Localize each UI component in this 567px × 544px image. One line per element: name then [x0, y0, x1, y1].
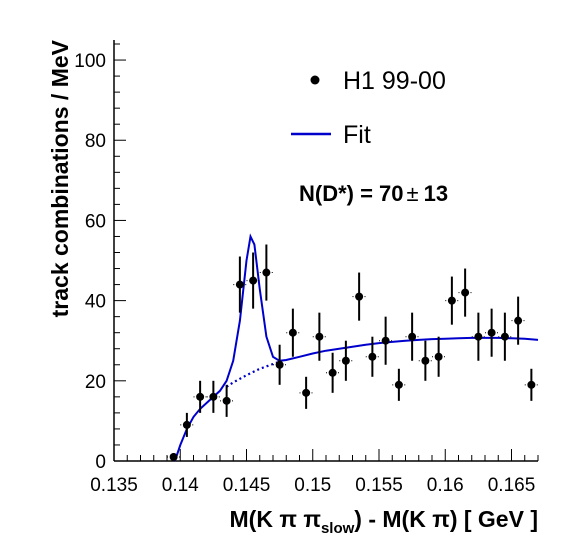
legend-marker-data	[310, 75, 320, 85]
y-tick-label: 80	[85, 131, 106, 152]
data-marker	[328, 368, 337, 377]
data-marker	[209, 392, 218, 401]
data-point	[498, 312, 512, 361]
data-marker	[434, 352, 443, 361]
data-point	[352, 272, 366, 321]
data-marker	[355, 292, 364, 301]
y-tick-label: 0	[95, 452, 106, 473]
fit-curves	[173, 233, 539, 462]
data-point	[180, 412, 194, 437]
data-point	[167, 452, 181, 461]
data-marker	[302, 388, 311, 397]
data-marker	[288, 328, 297, 337]
y-axis-title: track combinations / MeV	[47, 39, 73, 317]
data-point	[432, 336, 446, 377]
data-marker	[249, 276, 258, 285]
data-marker	[368, 352, 377, 361]
data-point	[405, 312, 419, 361]
data-marker	[408, 332, 417, 341]
background-extrapolation-curve	[225, 360, 280, 388]
data-marker	[394, 380, 403, 389]
data-point	[445, 276, 459, 325]
x-tick-label: 0.145	[223, 475, 271, 496]
data-point	[511, 296, 525, 345]
data-points	[167, 244, 538, 461]
data-marker	[527, 380, 536, 389]
y-tick-label: 40	[85, 292, 106, 313]
data-point	[458, 268, 472, 317]
data-point	[246, 252, 260, 309]
y-tick-label: 100	[74, 51, 106, 72]
data-point	[471, 312, 485, 361]
data-point	[233, 256, 247, 313]
data-point	[286, 308, 300, 357]
data-marker	[235, 280, 244, 289]
data-marker	[514, 316, 523, 325]
data-marker	[487, 328, 496, 337]
data-marker	[474, 332, 483, 341]
data-point	[524, 368, 538, 401]
data-point	[299, 376, 313, 409]
data-marker	[341, 356, 350, 365]
legend-label-fit: Fit	[343, 121, 371, 149]
data-marker	[421, 356, 430, 365]
x-axis-title: M(K π πslow) - M(K π) [ GeV ]	[230, 506, 538, 537]
data-marker	[315, 332, 324, 341]
data-point	[339, 340, 353, 381]
y-tick-label: 60	[85, 211, 106, 232]
data-marker	[500, 332, 509, 341]
x-tick-label: 0.165	[488, 475, 536, 496]
x-tick-label: 0.16	[427, 475, 464, 496]
data-marker	[262, 268, 271, 277]
x-axis-title-subscript: slow	[321, 520, 355, 537]
legend-label-data: H1 99-00	[343, 67, 446, 95]
data-point	[193, 380, 207, 413]
x-tick-label: 0.14	[162, 475, 199, 496]
x-tick-label: 0.15	[294, 475, 331, 496]
data-marker	[275, 360, 284, 369]
data-marker	[169, 452, 178, 461]
data-point	[273, 344, 287, 385]
data-marker	[447, 296, 456, 305]
data-point	[379, 316, 393, 365]
data-point	[365, 336, 379, 377]
data-marker	[182, 420, 191, 429]
x-axis-ticks: 0.135 0.14 0.145 0.15 0.155 0.16 0.165	[90, 449, 539, 496]
x-tick-label: 0.135	[90, 475, 138, 496]
y-axis-ticks: 0 20 40 60 80 100	[74, 43, 126, 473]
data-point	[312, 312, 326, 361]
data-point	[259, 244, 273, 301]
signal-yield-annotation: N(D*) = 70 ±13	[299, 181, 448, 206]
y-tick-label: 20	[85, 372, 106, 393]
data-point	[392, 368, 406, 401]
data-point	[206, 380, 220, 413]
data-marker	[222, 396, 231, 405]
data-marker	[196, 392, 205, 401]
data-marker	[461, 288, 470, 297]
x-tick-label: 0.155	[355, 475, 403, 496]
data-point	[485, 308, 499, 357]
data-point	[326, 352, 340, 393]
fit-curve	[173, 233, 539, 462]
data-point	[418, 340, 432, 381]
legend: H1 99-00 Fit	[291, 67, 446, 149]
data-marker	[381, 336, 390, 345]
data-point	[220, 384, 234, 417]
